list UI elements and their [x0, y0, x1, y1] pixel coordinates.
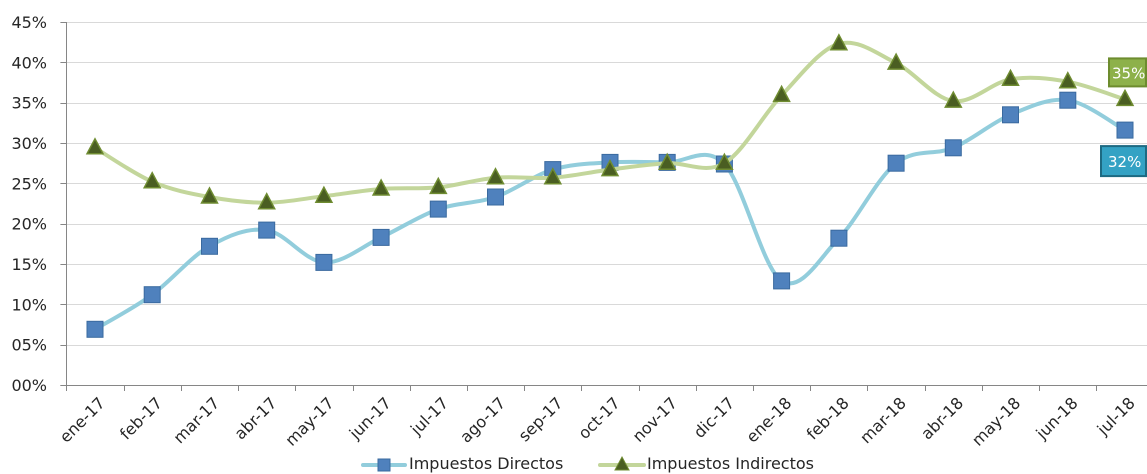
data-point-impuestos-indirectos — [1001, 68, 1020, 87]
data-point-impuestos-indirectos — [200, 186, 219, 204]
data-point-impuestos-indirectos — [829, 33, 849, 51]
y-tick-label: 10% — [11, 295, 47, 314]
data-point-impuestos-directos — [372, 228, 390, 246]
y-tick-label: 35% — [11, 94, 47, 113]
legend-square-marker — [377, 458, 391, 472]
data-point-impuestos-indirectos — [715, 152, 734, 170]
data-point-impuestos-indirectos — [657, 152, 677, 170]
gridlines — [66, 22, 1147, 346]
data-point-impuestos-indirectos — [314, 185, 334, 203]
data-point-impuestos-directos — [773, 272, 791, 290]
x-tick-label: feb-18 — [803, 393, 853, 443]
x-tick-label: nov-17 — [629, 393, 681, 445]
data-point-impuestos-indirectos — [486, 167, 505, 185]
data-point-impuestos-indirectos — [944, 90, 963, 108]
y-tick-label: 40% — [11, 53, 47, 72]
data-labels: 32% 35% — [1100, 57, 1147, 178]
data-point-impuestos-indirectos — [886, 52, 906, 70]
data-point-impuestos-directos — [944, 139, 962, 157]
legend-triangle-marker — [614, 455, 630, 471]
x-tick-label: may-18 — [968, 393, 1024, 449]
data-point-impuestos-indirectos — [257, 192, 276, 210]
data-point-impuestos-directos — [1116, 121, 1134, 139]
x-tick-label: jul-17 — [406, 393, 452, 439]
x-tick-label: jul-18 — [1093, 393, 1139, 439]
y-tick-label: 20% — [11, 215, 47, 234]
data-point-impuestos-directos — [258, 221, 276, 239]
x-tick-label: ago-17 — [456, 393, 509, 446]
data-point-impuestos-indirectos — [543, 167, 563, 185]
legend-label-impuestos-indirectos: Impuestos Indirectos — [647, 454, 814, 473]
data-point-impuestos-indirectos — [142, 171, 162, 189]
data-point-impuestos-directos — [86, 320, 104, 338]
y-tick-label: 25% — [11, 174, 47, 193]
data-point-impuestos-directos — [887, 154, 905, 172]
series-line-impuestos-directos — [93, 97, 1127, 332]
axes — [60, 22, 1147, 391]
data-point-impuestos-indirectos — [85, 137, 105, 155]
series-layer — [85, 33, 1135, 338]
data-point-impuestos-indirectos — [600, 159, 620, 177]
data-label-box — [1108, 57, 1147, 88]
legend-item-impuestos-indirectos: Impuestos Indirectos — [598, 454, 814, 473]
data-point-impuestos-directos — [429, 200, 447, 218]
data-point-impuestos-indirectos — [1058, 71, 1078, 89]
data-point-impuestos-directos — [487, 188, 504, 206]
x-tick-label: mar-18 — [856, 393, 910, 447]
x-tick-label: jun-17 — [345, 393, 395, 443]
series-impuestos-indirectos — [85, 33, 1135, 210]
y-tick-label: 15% — [11, 255, 47, 274]
y-axis-labels: 00% 05% 10% 15% 20% 25% 30% 35% 40% 45% — [11, 13, 47, 395]
data-label-text: 32% — [1108, 153, 1141, 171]
data-label: 35% — [1108, 57, 1147, 88]
data-point-impuestos-directos — [315, 253, 333, 271]
x-tick-label: sep-17 — [515, 393, 567, 445]
data-label: 32% — [1100, 145, 1147, 178]
x-tick-label: feb-17 — [116, 393, 166, 443]
x-axis-labels: ene-17 feb-17 mar-17 abr-17 may-17 jun-17 jul-… — [56, 393, 1139, 449]
legend-label-impuestos-directos: Impuestos Directos — [409, 454, 563, 473]
data-point-impuestos-directos — [1002, 106, 1019, 124]
x-tick-label: may-17 — [281, 393, 337, 449]
legend: Impuestos Directos Impuestos Indirectos — [361, 454, 814, 473]
data-point-impuestos-indirectos — [371, 178, 391, 196]
data-point-impuestos-directos — [830, 229, 848, 247]
data-point-impuestos-directos — [143, 286, 161, 304]
data-point-impuestos-directos — [201, 237, 218, 255]
x-tick-label: oct-17 — [574, 393, 623, 442]
data-point-impuestos-indirectos — [429, 176, 448, 195]
y-tick-label: 30% — [11, 134, 47, 153]
y-tick-label: 45% — [11, 13, 47, 32]
x-tick-label: mar-17 — [170, 393, 224, 447]
data-point-impuestos-directos — [1059, 91, 1077, 109]
x-tick-label: ene-17 — [56, 393, 109, 446]
data-point-impuestos-indirectos — [1115, 88, 1135, 107]
legend-item-impuestos-directos: Impuestos Directos — [361, 454, 563, 473]
series-impuestos-directos — [86, 91, 1134, 338]
y-tick-label: 00% — [11, 376, 47, 395]
x-tick-label: abr-18 — [917, 393, 967, 443]
data-point-impuestos-indirectos — [772, 84, 791, 103]
data-label-text: 35% — [1112, 64, 1145, 82]
x-tick-label: abr-17 — [231, 393, 281, 443]
x-tick-label: ene-18 — [742, 393, 795, 446]
y-tick-label: 05% — [11, 336, 47, 355]
x-tick-label: dic-17 — [690, 393, 738, 441]
series-line-impuestos-indirectos — [93, 40, 1127, 205]
data-label-box — [1100, 145, 1147, 178]
x-tick-label: jun-18 — [1032, 393, 1082, 443]
